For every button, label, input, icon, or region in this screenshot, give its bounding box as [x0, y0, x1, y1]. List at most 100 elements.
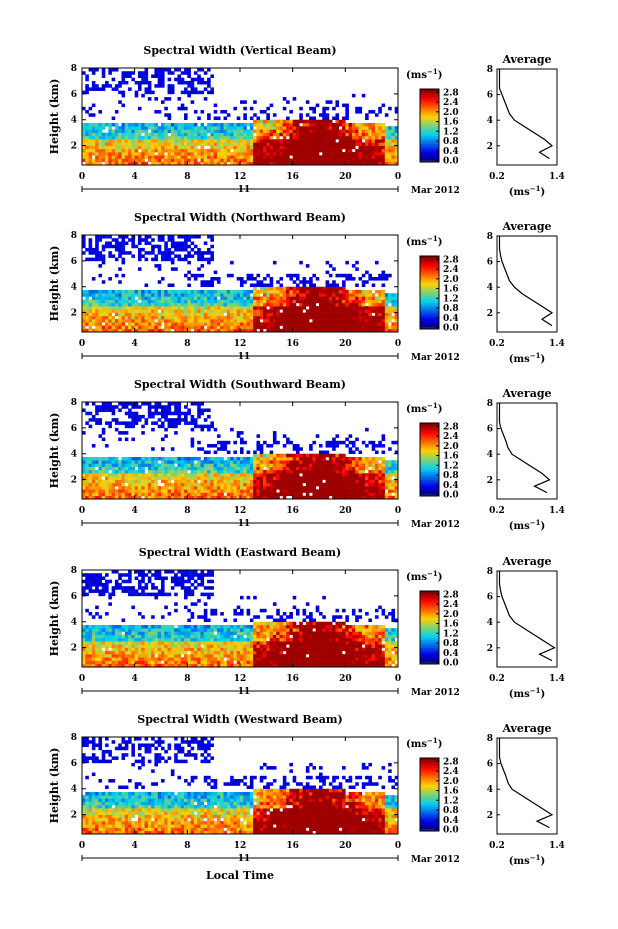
heatmap-cell [193, 71, 198, 75]
heatmap-cell [253, 296, 257, 300]
heatmap-cell [121, 161, 126, 166]
heatmap-cell [259, 135, 264, 140]
heatmap-cell [98, 322, 103, 326]
heatmap-cell [391, 479, 396, 484]
heatmap-cell [302, 155, 307, 159]
heatmap-cell [249, 479, 254, 484]
heatmap-cell [164, 68, 168, 72]
heatmap-cell [259, 328, 264, 333]
heatmap-cell [230, 289, 234, 294]
heatmap-cell [315, 319, 320, 323]
heatmap-cell [177, 254, 182, 258]
heatmap-cell [328, 289, 333, 294]
heatmap-cell [114, 319, 119, 323]
heatmap-cell [230, 139, 234, 143]
heatmap-cell [394, 312, 399, 317]
heatmap-cell [365, 319, 369, 323]
heatmap-cell [88, 87, 93, 91]
heatmap-cell [309, 463, 313, 467]
heatmap-cell [114, 299, 119, 304]
heatmap-cell [105, 161, 109, 166]
heatmap-cell [216, 126, 221, 130]
heatmap-cell [161, 328, 165, 333]
heatmap-cell [118, 293, 122, 297]
heatmap-cell [282, 315, 287, 320]
heatmap-cell [391, 142, 396, 146]
x-tick-label: 0 [395, 339, 401, 349]
heatmap-cell [144, 257, 149, 262]
heatmap-cell [144, 135, 149, 140]
heatmap-cell [124, 402, 129, 406]
heatmap-cell [101, 280, 106, 284]
heatmap-cell [137, 142, 142, 146]
heatmap-cell [128, 325, 132, 330]
heatmap-cell [157, 473, 162, 477]
heatmap-cell [121, 155, 126, 159]
heatmap-cell [118, 90, 122, 95]
heatmap-cell [197, 473, 201, 477]
heatmap-cell [289, 319, 293, 323]
heatmap-cell [319, 456, 323, 461]
heatmap-cell [114, 482, 119, 487]
heatmap-cell [213, 495, 218, 500]
heatmap-cell [266, 466, 270, 471]
heatmap-cell [174, 126, 178, 130]
heatmap-cell [345, 161, 349, 166]
heatmap-cell [118, 132, 122, 137]
heatmap-cell [302, 139, 307, 143]
heatmap-cell [348, 325, 353, 330]
heatmap-cell [253, 139, 257, 143]
heatmap-cell [170, 424, 175, 429]
heatmap-cell [197, 302, 201, 307]
heatmap-cell [292, 495, 297, 500]
heatmap-cell [365, 135, 369, 140]
heatmap-cell [365, 126, 369, 130]
heatmap-cell [134, 319, 139, 323]
heatmap-cell [332, 129, 336, 133]
heatmap-cell [236, 293, 241, 297]
heatmap-cell [355, 139, 359, 143]
heatmap-cell [263, 126, 267, 130]
heatmap-cell [233, 135, 238, 140]
heatmap-cell [253, 152, 257, 156]
heatmap-cell [91, 299, 96, 304]
heatmap-cell [197, 460, 201, 464]
heatmap-cell [220, 110, 224, 114]
heatmap-cell [157, 148, 162, 153]
heatmap-cell [282, 126, 287, 130]
average-y-tick-label: 6 [487, 91, 493, 101]
heatmap-cell [342, 486, 346, 490]
heatmap-cell [315, 158, 320, 163]
heatmap-cell [151, 299, 155, 304]
heatmap-cell [157, 152, 162, 156]
heatmap-cell [394, 148, 399, 153]
heatmap-cell [374, 450, 379, 455]
heatmap-cell [249, 148, 254, 153]
heatmap-cell [193, 309, 198, 313]
heatmap-cell [216, 460, 221, 464]
heatmap-cell [276, 126, 280, 130]
heatmap-cell [355, 142, 359, 146]
heatmap-cell [118, 309, 122, 313]
heatmap-cell [394, 293, 399, 297]
heatmap-cell [193, 479, 198, 484]
heatmap-cell [246, 486, 251, 490]
heatmap-cell [147, 469, 152, 474]
heatmap-cell [233, 155, 238, 159]
heatmap-cell [325, 135, 330, 140]
heatmap-cell [147, 466, 152, 471]
heatmap-cell [121, 251, 126, 255]
heatmap-cell [190, 132, 195, 137]
heatmap-cell [85, 77, 89, 82]
colorbar-swatch [420, 286, 439, 289]
heatmap-cell [368, 161, 372, 166]
heatmap-cell [114, 302, 119, 307]
heatmap-cell [315, 482, 320, 487]
heatmap-cell [220, 306, 224, 310]
heatmap-cell [216, 476, 221, 480]
heatmap-cell [315, 145, 320, 150]
heatmap-cell [342, 463, 346, 467]
heatmap-cell [394, 158, 399, 163]
heatmap-cell [361, 273, 366, 278]
y-tick-label: 2 [71, 309, 77, 319]
